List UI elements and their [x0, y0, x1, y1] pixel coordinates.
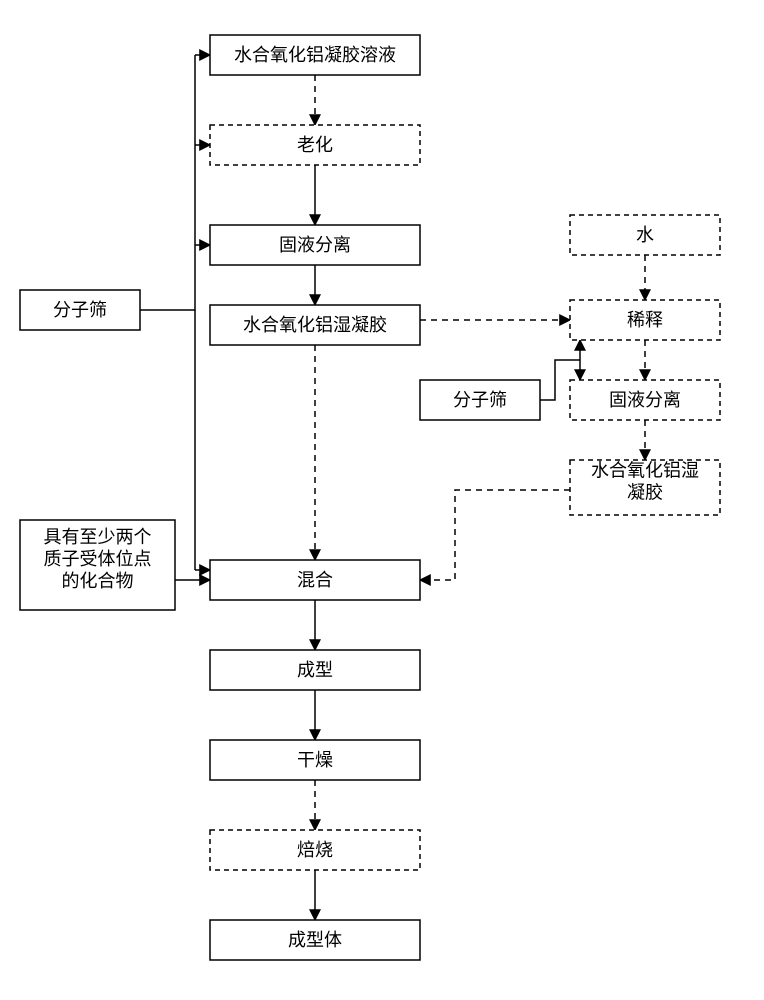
node-n10: 焙烧 [210, 830, 420, 870]
node-label: 成型体 [288, 930, 342, 950]
node-n9: 干燥 [210, 740, 420, 780]
node-n12: 水 [570, 215, 720, 255]
node-label: 分子筛 [453, 390, 507, 410]
node-n4: 水合氧化铝湿凝胶 [210, 305, 420, 345]
node-label: 稀释 [627, 310, 663, 330]
node-n13: 稀释 [570, 300, 720, 340]
node-label: 老化 [297, 135, 333, 155]
node-n14: 固液分离 [570, 380, 720, 420]
node-n16: 水合氧化铝湿凝胶 [570, 460, 720, 515]
node-n8: 成型 [210, 650, 420, 690]
node-label: 固液分离 [609, 390, 681, 410]
node-label: 固液分离 [279, 235, 351, 255]
node-n3: 固液分离 [210, 225, 420, 265]
trunks-layer [140, 55, 195, 570]
node-label: 水合氧化铝凝胶溶液 [234, 45, 396, 65]
node-n5: 分子筛 [20, 290, 140, 330]
node-n6: 具有至少两个质子受体位点的化合物 [20, 520, 175, 610]
node-label: 干燥 [297, 750, 333, 770]
node-label: 混合 [297, 570, 333, 590]
nodes-layer: 水合氧化铝凝胶溶液老化固液分离水合氧化铝湿凝胶分子筛具有至少两个质子受体位点的化… [20, 35, 720, 960]
connector-trunk [140, 55, 195, 310]
node-n15: 分子筛 [420, 380, 540, 420]
edge [420, 490, 570, 580]
node-label: 分子筛 [53, 300, 107, 320]
node-label: 焙烧 [297, 840, 333, 860]
node-n7: 混合 [210, 560, 420, 600]
node-n1: 水合氧化铝凝胶溶液 [210, 35, 420, 75]
node-n2: 老化 [210, 125, 420, 165]
node-n11: 成型体 [210, 920, 420, 960]
flowchart-canvas: 水合氧化铝凝胶溶液老化固液分离水合氧化铝湿凝胶分子筛具有至少两个质子受体位点的化… [0, 0, 764, 1000]
node-label: 水合氧化铝湿凝胶 [243, 315, 387, 335]
node-label: 水 [636, 225, 654, 245]
node-label: 成型 [297, 660, 333, 680]
